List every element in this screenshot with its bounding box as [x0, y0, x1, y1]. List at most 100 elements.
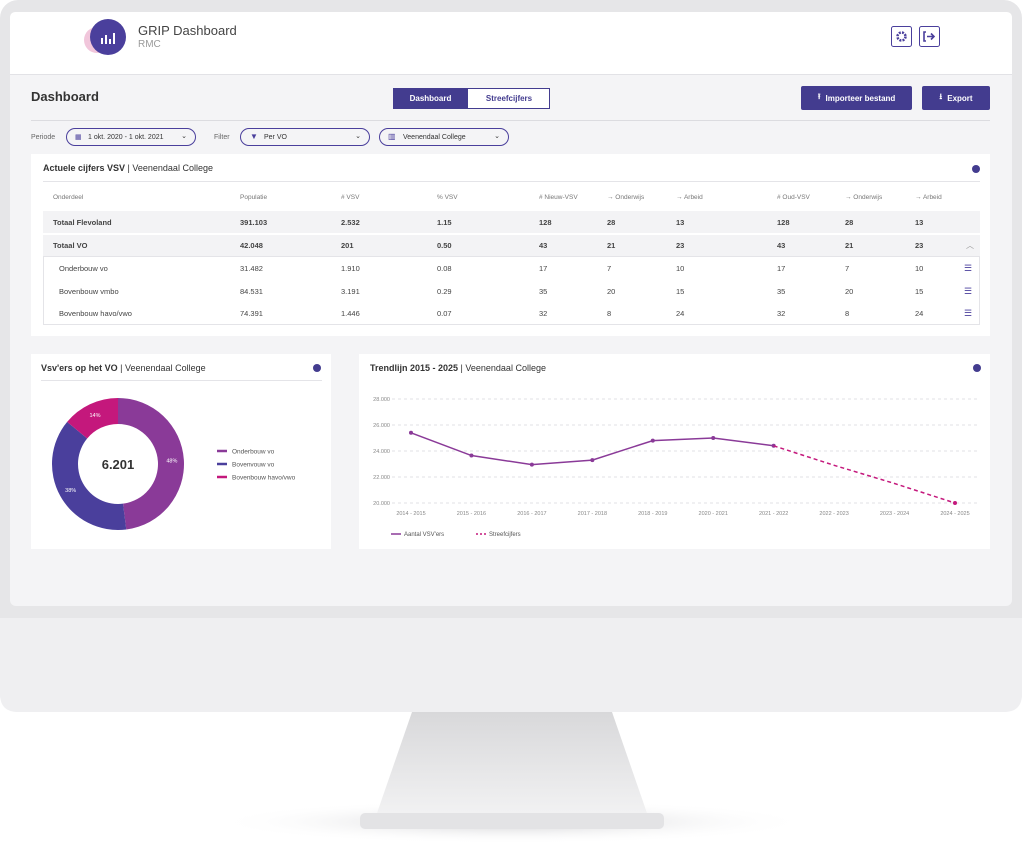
- table-cell: Onderbouw vo: [59, 264, 108, 273]
- table-cell: 20: [845, 287, 854, 296]
- select-value: Veenendaal College: [403, 134, 466, 141]
- y-tick-label: 24.000: [373, 449, 390, 455]
- table-cell: 28: [607, 218, 616, 227]
- y-tick-label: 22.000: [373, 475, 390, 481]
- donut-segment: [118, 398, 185, 530]
- legend-label: Bovenbouw havo/vwo: [232, 475, 296, 482]
- import-button[interactable]: ⭱ Importeer bestand: [801, 86, 912, 110]
- table-cell: 10: [915, 264, 924, 273]
- panel-title: Trendlijn 2015 - 2025 | Veenendaal Colle…: [370, 363, 546, 373]
- info-icon[interactable]: [972, 165, 980, 173]
- table-cell: Bovenbouw havo/vwo: [59, 309, 132, 318]
- filter-select[interactable]: ▼ Per VO ⌄: [240, 128, 370, 146]
- table-cell: 74.391: [240, 309, 263, 318]
- point: [469, 453, 474, 458]
- line-panel: 20.000 22.000 24.000 26.000 28.000 2014 - 201…: [359, 354, 990, 549]
- legend-label: Bovenvouw vo: [232, 462, 275, 469]
- table-cell: 24: [676, 309, 685, 318]
- legend-label: Onderbouw vo: [232, 449, 275, 456]
- table-cell: Bovenbouw vmbo: [59, 287, 119, 296]
- row-bg: [43, 211, 980, 233]
- table-cell: Totaal Flevoland: [53, 218, 112, 227]
- table-cell: 24: [915, 309, 924, 318]
- table-cell: 17: [777, 264, 786, 273]
- line-chart: 20.000 22.000 24.000 26.000 28.000 2014 - 201…: [373, 364, 981, 538]
- point: [953, 501, 957, 505]
- subtitle: Veenendaal College: [465, 363, 546, 373]
- column-header: # VSV: [341, 194, 360, 201]
- divider: [43, 181, 980, 182]
- app-title: GRIP Dashboard: [138, 23, 237, 38]
- column-header: # Nieuw-VSV: [539, 194, 578, 201]
- panel-title: Vsv'ers op het VO | Veenendaal College: [41, 363, 206, 373]
- button-label: Importeer bestand: [825, 93, 896, 103]
- table-cell: 128: [539, 218, 552, 227]
- donut-chart: 48% Onderbouw vo 38% Bovenvouw vo 14% Bovenbo…: [41, 364, 322, 530]
- column-header: Populatie: [240, 194, 268, 201]
- table-cell: 0.08: [437, 264, 452, 273]
- column-header: → Onderwijs: [607, 194, 645, 201]
- table-cell: 17: [539, 264, 548, 273]
- donut-center: 6.201: [102, 457, 135, 472]
- legend-label: Streefcijfers: [489, 532, 521, 538]
- column-header: → Arbeid: [676, 194, 703, 201]
- segment-label: 38%: [65, 488, 76, 494]
- table-cell: 0.50: [437, 241, 452, 250]
- table-cell: 1.910: [341, 264, 360, 273]
- x-tick-label: 2015 - 2016: [457, 511, 486, 517]
- table-cell: 31.482: [240, 264, 263, 273]
- table-cell: 7: [845, 264, 850, 273]
- export-button[interactable]: ⭳ Export: [922, 86, 990, 110]
- table-panel: Actuele cijfers VSV | Veenendaal College…: [31, 154, 990, 336]
- table-cell: 0.29: [437, 287, 452, 296]
- table-cell: 43: [777, 241, 786, 250]
- point: [409, 430, 413, 435]
- x-tick-label: 2017 - 2018: [578, 511, 607, 517]
- table-cell: 13: [915, 218, 924, 227]
- tab[interactable]: Dashboard: [393, 88, 468, 109]
- table-cell: 20: [607, 287, 616, 296]
- table-cell: 10: [676, 264, 685, 273]
- table-cell: Totaal VO: [53, 241, 88, 250]
- tab[interactable]: Streefcijfers: [485, 94, 533, 103]
- table-cell: 84.531: [240, 287, 263, 296]
- row-menu: ☰: [964, 286, 973, 296]
- legend-label: Aantal VSV'ers: [404, 532, 444, 538]
- table-cell: 8: [845, 309, 850, 318]
- donut-segment: [51, 421, 127, 530]
- table-cell: 21: [845, 241, 854, 250]
- point: [590, 458, 595, 463]
- table-cell: 23: [676, 241, 685, 250]
- table-cell: 3.191: [341, 287, 360, 296]
- table-cell: 23: [915, 241, 924, 250]
- filter-label: Filter: [214, 134, 230, 141]
- school-select[interactable]: ▥ Veenendaal College ⌄: [379, 128, 509, 146]
- period-select[interactable]: ▦ 1 okt. 2020 - 1 okt. 2021 ⌄: [66, 128, 196, 146]
- table-cell: 35: [539, 287, 548, 296]
- x-tick-label: 2023 - 2024: [880, 511, 909, 517]
- x-tick-label: 2022 - 2023: [819, 511, 848, 517]
- column-header: Onderdeel: [53, 194, 84, 201]
- select-value: Per VO: [264, 134, 287, 141]
- y-tick-label: 26.000: [373, 423, 390, 429]
- table-cell: 1.15: [437, 218, 452, 227]
- y-tick-label: 20.000: [373, 501, 390, 507]
- button-label: Export: [947, 93, 973, 103]
- point: [529, 462, 534, 467]
- point: [711, 436, 716, 440]
- filter-label: Periode: [31, 134, 56, 141]
- table-cell: 43: [539, 241, 548, 250]
- table-cell: 391.103: [240, 218, 268, 227]
- table-cell: 128: [777, 218, 790, 227]
- segment-label: 14%: [90, 413, 101, 419]
- x-tick-label: 2020 - 2021: [699, 511, 728, 517]
- table-cell: 201: [341, 241, 354, 250]
- column-header: → Onderwijs: [845, 194, 883, 201]
- column-header: → Arbeid: [915, 194, 942, 201]
- point: [650, 438, 655, 443]
- panel-title: Actuele cijfers VSV | Veenendaal College: [43, 163, 213, 173]
- x-tick-label: 2021 - 2022: [759, 511, 788, 517]
- table-cell: 32: [777, 309, 786, 318]
- row-menu: ☰: [964, 263, 973, 273]
